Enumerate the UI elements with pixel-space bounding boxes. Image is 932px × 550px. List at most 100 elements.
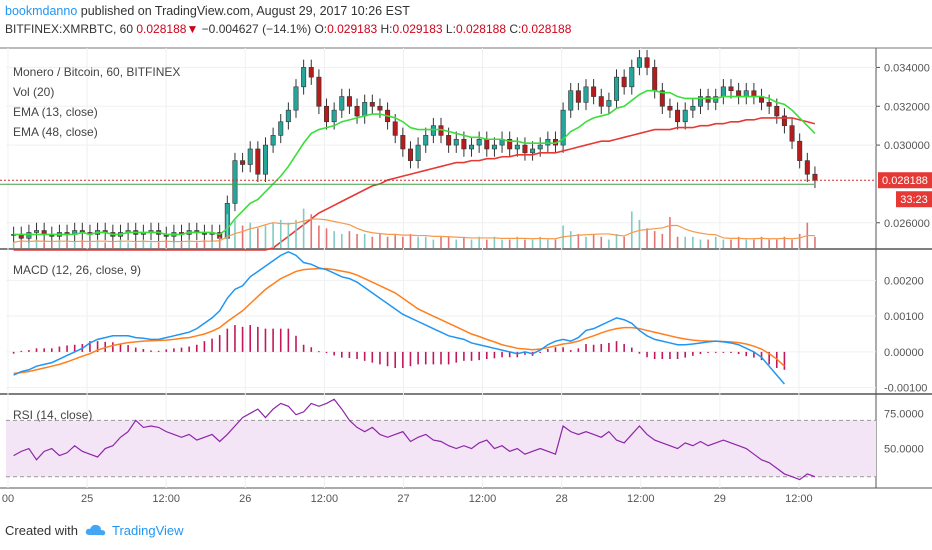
macd-histogram-bar — [394, 351, 397, 368]
candle-body — [560, 109, 566, 146]
macd-histogram-bar — [35, 348, 38, 352]
countdown-badge — [896, 191, 932, 208]
macd-histogram-bar — [485, 351, 488, 360]
candle-body — [430, 125, 436, 136]
volume-bar — [455, 239, 458, 248]
macd-histogram-bar — [478, 351, 480, 361]
macd-histogram-bar — [524, 351, 526, 355]
candle-body — [369, 102, 375, 107]
legend-ema13: EMA (13, close) — [13, 105, 98, 119]
y-tick-label: 0.00100 — [884, 311, 924, 323]
x-tick-label: 12:00 — [311, 493, 339, 505]
volume-bar — [28, 242, 30, 248]
candle-body — [240, 160, 246, 165]
volume-bar — [508, 239, 511, 248]
macd-histogram-bar — [585, 344, 587, 352]
author-link[interactable]: bookmdanno — [5, 4, 78, 18]
macd-histogram-bar — [699, 351, 702, 355]
x-tick-label: 27 — [397, 493, 409, 505]
macd-histogram-bar — [676, 351, 679, 360]
volume-bar — [272, 222, 274, 248]
volume-bar — [142, 239, 145, 248]
macd-histogram-bar — [325, 351, 328, 353]
volume-bar — [501, 239, 503, 248]
macd-histogram-bar — [180, 347, 183, 352]
volume-bar — [554, 239, 557, 248]
last-price-badge-label: 0.028188 — [882, 175, 928, 187]
macd-histogram-bar — [569, 350, 572, 352]
volume-bar — [241, 225, 244, 248]
volume-bar — [310, 214, 313, 248]
candle-body — [781, 115, 787, 126]
symbol-name: BITFINEX:XMRBTC, 60 — [5, 22, 134, 36]
y-tick-label: 0.030000 — [884, 140, 930, 152]
volume-bar — [417, 236, 419, 248]
macd-histogram-bar — [760, 351, 763, 361]
volume-bar — [531, 239, 534, 248]
macd-histogram-bar — [127, 345, 129, 352]
volume-bar — [539, 236, 542, 248]
candle-body — [797, 140, 803, 161]
macd-histogram-bar — [119, 343, 122, 352]
volume-bar — [684, 236, 687, 248]
volume-bar — [424, 236, 427, 248]
macd-histogram-bar — [508, 351, 511, 358]
volume-bar — [783, 236, 786, 248]
candle-body — [346, 96, 352, 107]
candle-body — [262, 144, 268, 175]
tradingview-link[interactable]: TradingView — [84, 522, 184, 538]
legend-rsi: RSI (14, close) — [13, 408, 93, 422]
high-value: 0.029183 — [392, 22, 443, 36]
candle-body — [423, 135, 429, 146]
candle-body — [247, 148, 253, 165]
macd-histogram-bar — [608, 342, 610, 352]
macd-histogram-bar — [173, 348, 175, 352]
volume-bar — [585, 236, 587, 248]
macd-histogram-bar — [165, 349, 168, 352]
ema48-line — [13, 117, 816, 251]
last-price-badge — [878, 172, 932, 189]
volume-bar — [211, 242, 213, 248]
volume-bar — [478, 236, 480, 248]
macd-histogram-bar — [264, 328, 267, 352]
candle-body — [26, 232, 32, 239]
legend-title: Monero / Bitcoin, 60, BITFINEX — [13, 65, 181, 79]
macd-histogram-bar — [310, 347, 313, 352]
volume-bar — [630, 211, 633, 248]
y-tick-label: 50.0000 — [884, 444, 924, 456]
volume-bar — [470, 239, 473, 248]
volume-bar — [653, 231, 656, 248]
ema13-line — [13, 89, 816, 236]
legend-ema48: EMA (48, close) — [13, 125, 98, 139]
candle-body — [804, 160, 810, 175]
volume-bar — [669, 217, 671, 248]
x-tick-label: 25 — [81, 493, 93, 505]
candle-body — [339, 96, 345, 111]
macd-histogram-bar — [692, 351, 694, 356]
volume-bar — [646, 228, 648, 248]
candle-body — [461, 138, 467, 150]
macd-histogram-bar — [615, 341, 618, 352]
macd-histogram-bar — [554, 347, 557, 352]
candle-body — [629, 67, 635, 88]
volume-bar — [279, 219, 282, 248]
macd-histogram-bar — [653, 351, 656, 360]
volume-bar — [20, 239, 23, 248]
x-tick-label: 12:00 — [785, 493, 813, 505]
volume-bar — [333, 231, 335, 248]
volume-bar — [50, 242, 53, 248]
candle-body — [583, 86, 589, 103]
volume-bar — [348, 231, 351, 248]
macd-histogram-bar — [287, 328, 290, 352]
macd-histogram-bar — [737, 351, 740, 355]
macd-histogram-bar — [600, 344, 603, 352]
candle-body — [598, 96, 604, 107]
macd-histogram-bar — [241, 326, 244, 352]
macd-histogram-bar — [440, 351, 442, 365]
symbol-line: BITFINEX:XMRBTC, 60 0.028188▼ −0.004627 … — [5, 22, 571, 36]
macd-histogram-bar — [516, 351, 519, 358]
candle-body — [285, 109, 291, 123]
volume-bar — [791, 239, 793, 248]
candle-body — [636, 57, 642, 68]
